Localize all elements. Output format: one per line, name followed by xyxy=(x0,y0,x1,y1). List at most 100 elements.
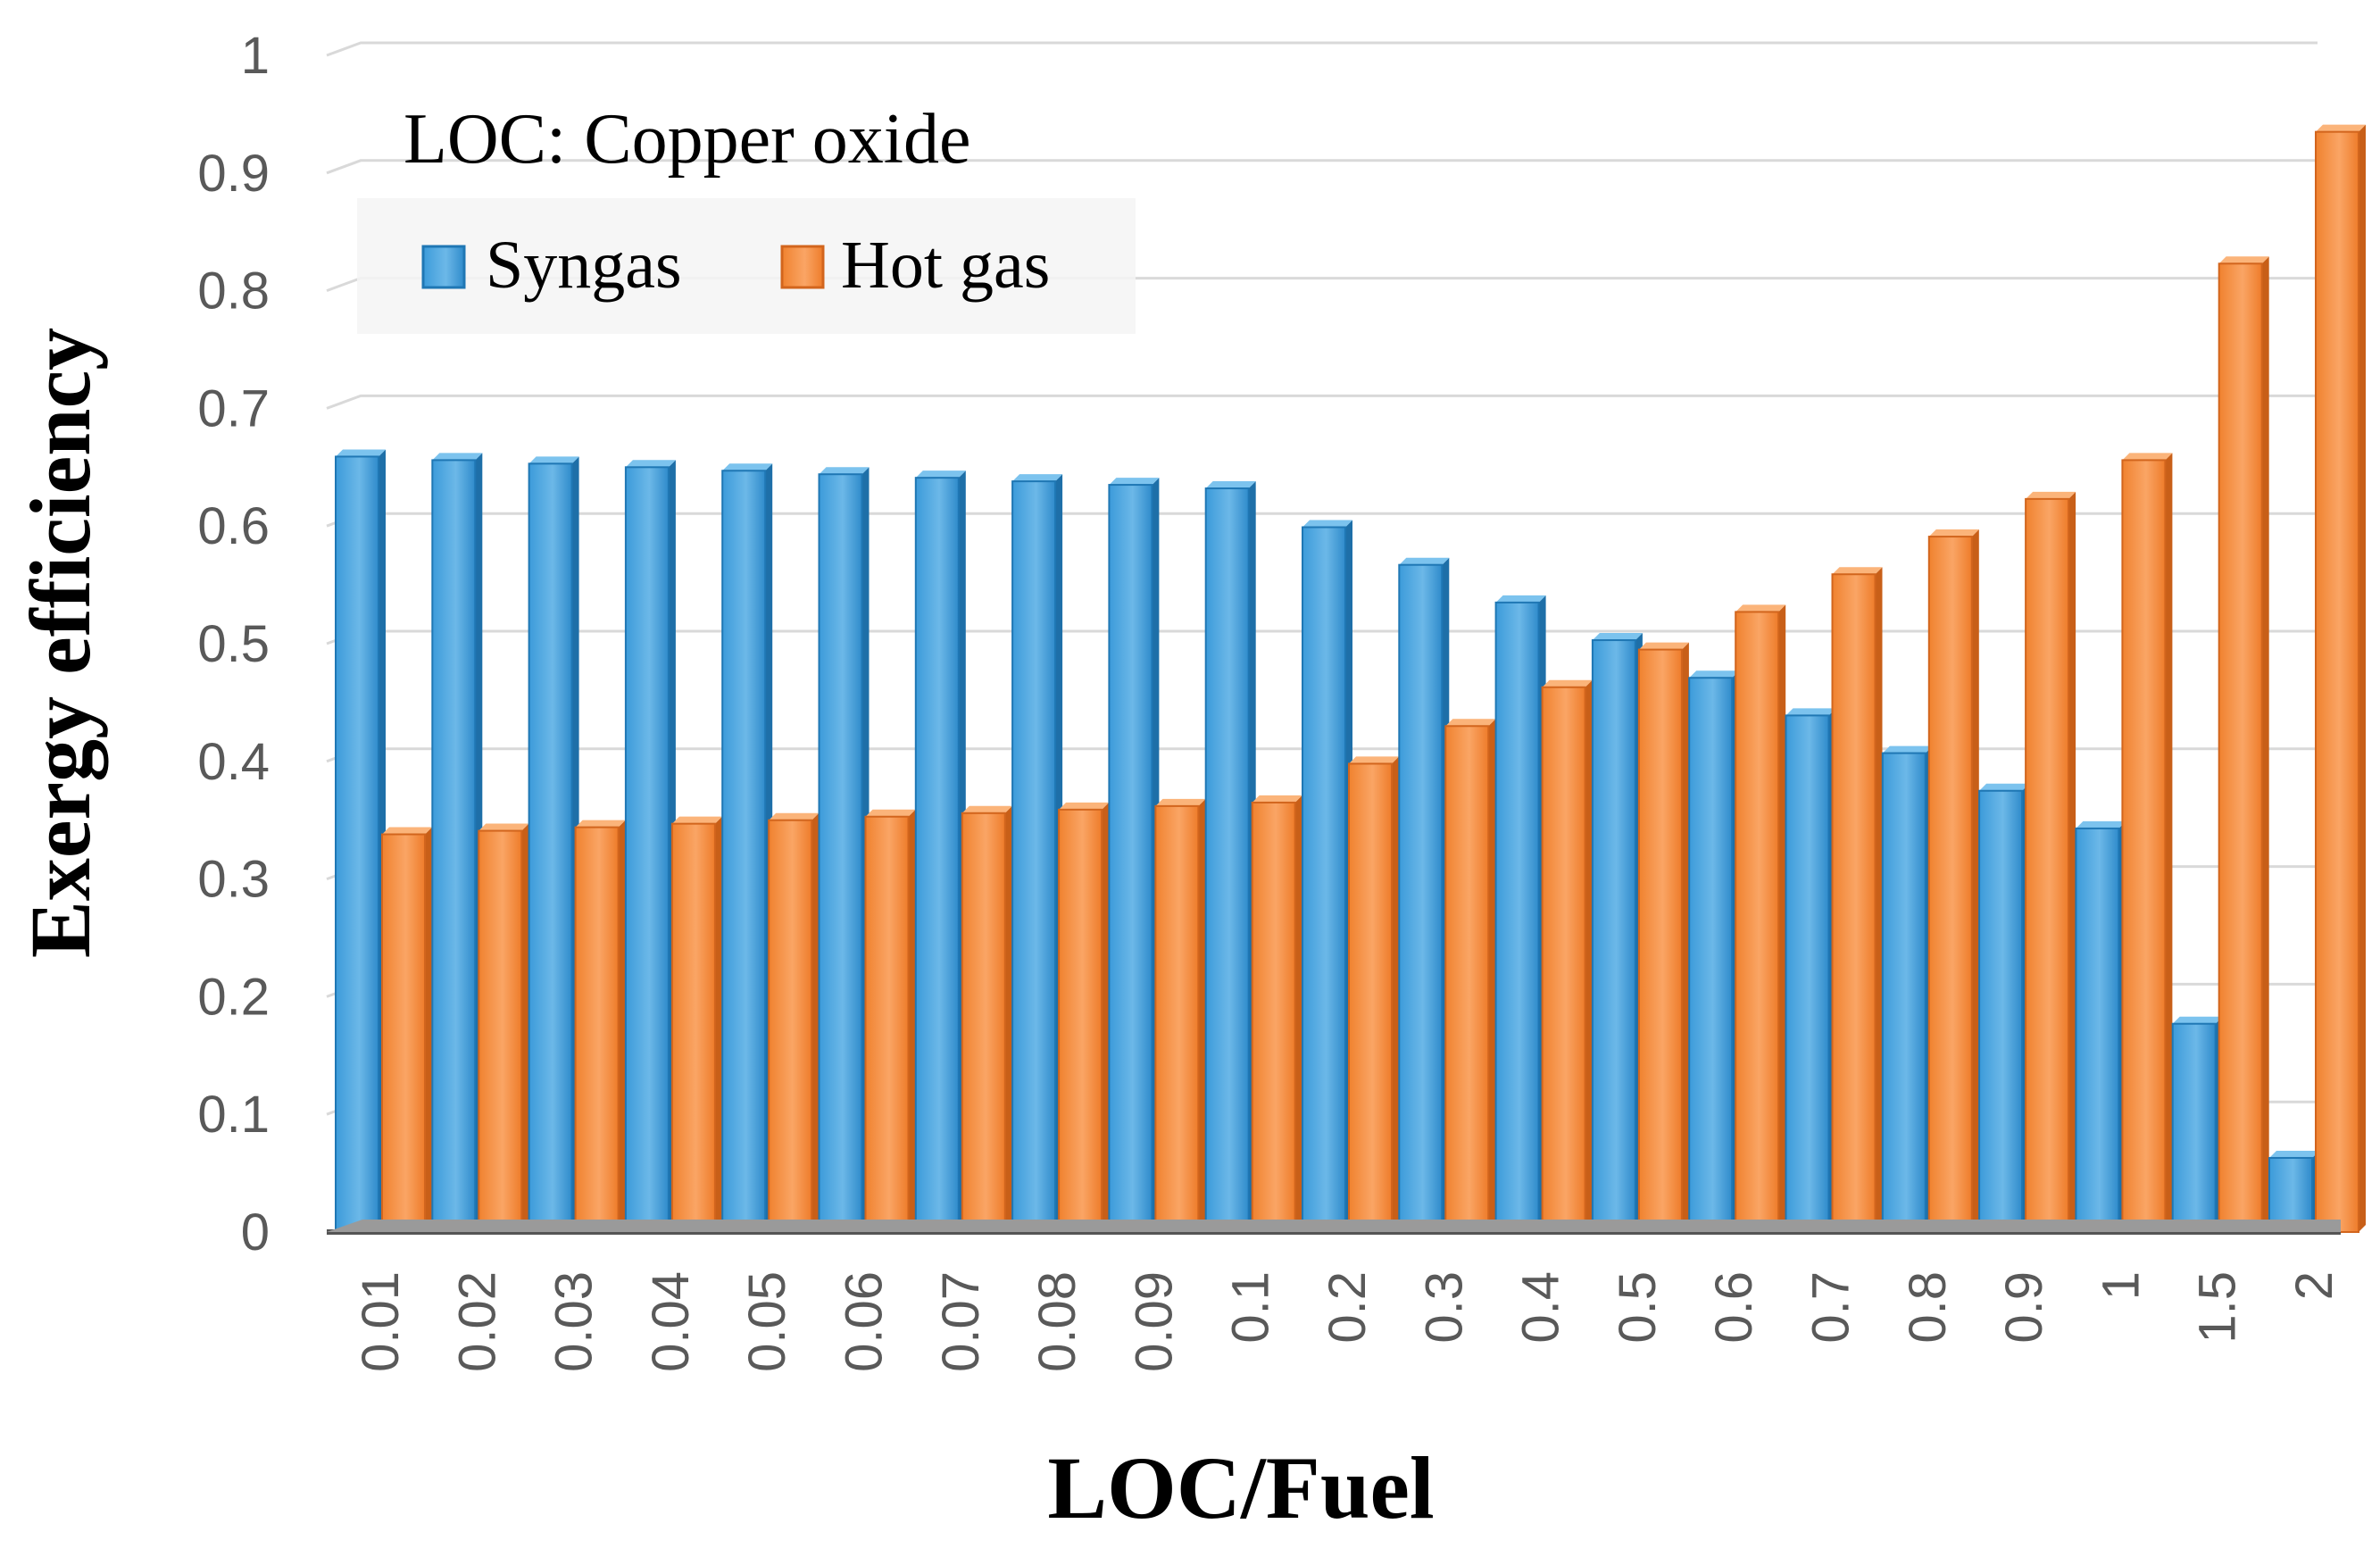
bar-front xyxy=(1011,480,1057,1233)
bar-front xyxy=(1735,611,1780,1233)
bar-syngas-0.2 xyxy=(1302,520,1352,1233)
bar-front xyxy=(2218,262,2263,1233)
bar-side xyxy=(1294,795,1302,1232)
bar-side xyxy=(2068,491,2076,1232)
bar-top xyxy=(1109,478,1160,486)
bar-top xyxy=(915,470,966,479)
y-tick-label: 0 xyxy=(241,1203,270,1261)
bar-top xyxy=(2172,1016,2223,1024)
x-tick-label: 0.9 xyxy=(1995,1271,2053,1344)
bar-front xyxy=(1591,639,1636,1233)
bar-side xyxy=(1875,567,1883,1232)
bar-top xyxy=(1979,783,2030,791)
y-tick-label: 0.2 xyxy=(197,968,270,1026)
bar-syngas-0.9 xyxy=(1978,783,2030,1233)
bar-front xyxy=(670,822,716,1233)
bar-syngas-0.03 xyxy=(528,456,579,1233)
x-tick-label: 0.2 xyxy=(1319,1271,1377,1344)
bar-top xyxy=(478,823,529,831)
bar-top xyxy=(1205,481,1256,489)
bar-hot-gas-0.7 xyxy=(1831,567,1883,1233)
bar-front xyxy=(1058,808,1103,1233)
bar-top xyxy=(1592,633,1643,641)
y-axis-title: Exergy efficiency xyxy=(12,328,108,958)
x-tick-label: 0.05 xyxy=(738,1271,796,1372)
bar-side xyxy=(1004,805,1012,1232)
bar-top xyxy=(769,812,820,820)
x-tick-label: 1.5 xyxy=(2189,1271,2247,1344)
y-tick-label: 0.7 xyxy=(197,379,270,437)
bar-front xyxy=(2075,827,2120,1234)
bar-hot-gas-0.07 xyxy=(961,805,1012,1233)
bar-front xyxy=(1978,789,2024,1233)
bar-top xyxy=(722,463,773,471)
bar-top xyxy=(819,467,870,475)
legend: Syngas Hot gas xyxy=(421,228,1050,303)
bar-side xyxy=(1102,802,1110,1232)
bar-front xyxy=(2315,130,2359,1233)
bar-side xyxy=(1681,642,1689,1232)
bar-front xyxy=(1494,601,1540,1233)
bar-front xyxy=(574,826,620,1233)
bar-hot-gas-0.5 xyxy=(1637,642,1689,1233)
bar-hot-gas-0.2 xyxy=(1348,756,1399,1233)
x-tick-label: 0.8 xyxy=(1899,1271,1957,1344)
bar-front xyxy=(961,812,1006,1233)
bar-hot-gas-0.02 xyxy=(478,823,529,1233)
bar-front xyxy=(1881,752,1926,1233)
x-tick-label: 0.6 xyxy=(1705,1271,1763,1344)
y-tick-label: 0.3 xyxy=(197,851,270,909)
bar-syngas-0.09 xyxy=(1108,478,1160,1233)
bar-top xyxy=(1445,719,1496,727)
gridline xyxy=(326,159,2318,175)
gridline xyxy=(326,41,2318,57)
bar-side xyxy=(2165,453,2173,1233)
bar-top xyxy=(1059,802,1110,810)
x-tick-label: 0.5 xyxy=(1609,1271,1667,1344)
x-tick-label: 0.09 xyxy=(1125,1271,1183,1372)
bar-top xyxy=(432,453,483,461)
legend-box xyxy=(357,198,1136,334)
bar-front xyxy=(1348,762,1393,1233)
bar-syngas-0.06 xyxy=(818,467,870,1233)
bar-syngas-1.5 xyxy=(2171,1016,2223,1233)
y-tick-label: 0.9 xyxy=(197,145,270,203)
bar-front xyxy=(624,466,670,1233)
bar-front xyxy=(2121,459,2167,1233)
bar-front xyxy=(335,455,379,1233)
bar-front xyxy=(2025,497,2070,1233)
bar-front xyxy=(1927,536,1973,1233)
bar-side xyxy=(2261,256,2269,1232)
bar-top xyxy=(1832,567,1883,575)
bar-top xyxy=(2316,124,2366,132)
y-tick-label: 0.1 xyxy=(197,1086,270,1144)
y-tick-label: 0.5 xyxy=(197,615,270,673)
bar-top xyxy=(1399,557,1450,565)
bar-syngas-0.8 xyxy=(1881,745,1933,1233)
bar-front xyxy=(1204,487,1250,1233)
bar-side xyxy=(1971,529,1979,1232)
x-tick-label: 2 xyxy=(2285,1271,2343,1300)
y-tick-label: 1 xyxy=(241,27,270,85)
bar-hot-gas-0.8 xyxy=(1927,529,1979,1233)
bar-side xyxy=(1392,756,1399,1232)
bar-hot-gas-0.3 xyxy=(1444,719,1496,1233)
x-tick-label: 0.1 xyxy=(1222,1271,1280,1344)
x-axis-ticks: 0.01 0.02 0.03 0.04 0.05 0.06 0.07 0.08 0.09 0.1 0… xyxy=(352,1271,2343,1372)
bar-top xyxy=(1882,745,1933,754)
bar-top xyxy=(961,805,1012,813)
bar-front xyxy=(1302,526,1346,1233)
x-tick-label: 0.04 xyxy=(642,1271,700,1372)
bar-top xyxy=(1542,679,1593,687)
bar-front xyxy=(1398,563,1444,1233)
bar-front xyxy=(478,829,523,1233)
bar-front xyxy=(914,477,960,1233)
bar-top xyxy=(336,449,386,457)
bar-top xyxy=(2122,453,2173,461)
bar-top xyxy=(1252,795,1302,803)
bar-side xyxy=(811,812,820,1232)
bar-front xyxy=(381,833,426,1233)
bar-front xyxy=(1154,804,1200,1233)
x-tick-label: 0.06 xyxy=(836,1271,894,1372)
